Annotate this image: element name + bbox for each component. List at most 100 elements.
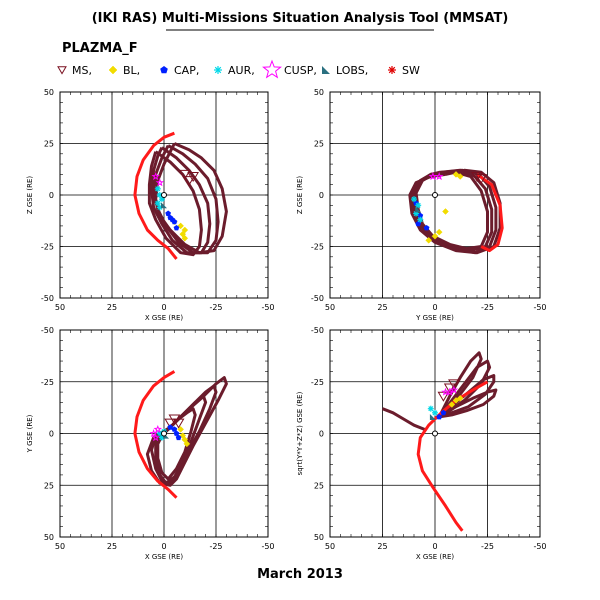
x-tick-label: 0	[432, 542, 437, 551]
y-tick-label: 25	[44, 481, 54, 490]
y-tick-label: 25	[314, 481, 324, 490]
x-tick-label: 0	[432, 303, 437, 312]
legend-label-ms: MS,	[72, 64, 92, 77]
legend-sw-icon	[388, 66, 396, 74]
x-tick-label: 50	[325, 303, 335, 312]
region-ms-icon	[183, 176, 195, 187]
earth-marker	[161, 430, 167, 437]
orbit-path	[412, 168, 494, 253]
region-cusp-icon	[155, 178, 165, 187]
legend-cap-icon	[160, 66, 168, 74]
y-tick-label: -25	[311, 243, 324, 252]
x-axis-label: X GSE (RE)	[416, 553, 455, 561]
x-tick-label: -50	[261, 303, 274, 312]
region-cap-icon	[169, 216, 176, 223]
y-tick-label: -25	[311, 378, 324, 387]
x-rho-plot: 50 25 0 -25 -50 -50 -25 0 25 50 X GSE (RE) sqrt(Y*Y…	[296, 326, 547, 561]
legend-label-cusp: CUSP,	[284, 64, 317, 77]
legend-label-cap: CAP,	[174, 64, 199, 77]
region-cap-icon	[423, 225, 430, 231]
legend-label-aur: AUR,	[228, 64, 255, 77]
region-cap-icon	[436, 413, 443, 420]
region-cusp-icon	[434, 172, 444, 181]
region-cusp-icon	[149, 428, 158, 438]
region-cusp-icon	[445, 387, 454, 396]
y-tick-label: 25	[44, 140, 54, 149]
plot-data	[133, 131, 228, 260]
region-bl-icon	[448, 401, 456, 408]
region-bl-icon	[456, 394, 464, 402]
y-tick-label: 0	[319, 430, 324, 439]
legend-label-sw: SW	[402, 64, 420, 77]
x-tick-label: -25	[481, 542, 494, 551]
legend-label-bl: BL,	[123, 64, 140, 77]
region-ms-icon	[172, 418, 185, 429]
y-tick-label: -50	[41, 326, 54, 335]
x-tick-label: 50	[55, 303, 65, 312]
x-tick-label: -25	[209, 303, 222, 312]
legend-cusp-icon	[262, 59, 282, 79]
y-axis-label: Z GSE (RE)	[296, 176, 304, 215]
region-cap-icon	[173, 225, 180, 231]
region-lobs-icon	[429, 413, 436, 420]
orbit-path	[381, 407, 426, 431]
region-ms-icon	[178, 169, 191, 180]
region-aur-icon	[411, 196, 417, 203]
region-cap-icon	[415, 220, 422, 227]
x-tick-label: 50	[55, 542, 65, 551]
y-axis-label: sqrt(Y*Y+Z*Z) GSE (RE)	[296, 391, 304, 475]
y-tick-label: 0	[49, 430, 54, 439]
orbit-path	[154, 394, 208, 485]
region-aur-icon	[415, 202, 422, 209]
region-bl-icon	[431, 232, 439, 240]
legend-bl-icon	[108, 65, 118, 75]
region-bl-icon	[177, 426, 184, 433]
region-lobs-icon	[161, 202, 167, 209]
magnetopause-boundary	[133, 131, 178, 260]
y-axis-label: Y GSE (RE)	[26, 414, 34, 453]
x-tick-label: 25	[377, 542, 387, 551]
region-cap-icon	[440, 409, 447, 416]
region-aur-icon	[154, 185, 161, 192]
orbit-path	[156, 407, 197, 481]
region-bl-icon	[425, 236, 433, 244]
plot-data	[133, 370, 228, 499]
x-axis-label: X GSE (RE)	[145, 314, 184, 322]
page-title: (IKI RAS) Multi-Missions Situation Analy…	[92, 11, 509, 26]
y-tick-label: 50	[44, 533, 54, 542]
region-cusp-icon	[153, 425, 162, 433]
region-cap-icon	[171, 426, 178, 432]
x-tick-label: -25	[481, 303, 494, 312]
x-tick-label: 0	[161, 542, 166, 551]
region-cap-icon	[165, 210, 171, 216]
x-tick-label: -50	[533, 542, 546, 551]
y-tick-label: -25	[41, 243, 54, 252]
region-ms-icon	[164, 418, 177, 429]
x-tick-label: 0	[161, 303, 166, 312]
magnetopause-boundary	[133, 370, 178, 499]
y-tick-label: 50	[314, 88, 324, 97]
legend-label-lobs: LOBS,	[336, 64, 368, 77]
legend-lobs-icon	[322, 66, 330, 74]
region-bl-icon	[452, 171, 460, 178]
region-cusp-icon	[449, 385, 459, 394]
xy-plot: 50 25 0 -25 -50 -50 -25 0 25 50 X GSE (RE) Y GSE (R…	[26, 326, 275, 561]
y-tick-label: 25	[314, 140, 324, 149]
region-ms-icon	[443, 383, 456, 394]
region-ms-icon	[448, 379, 460, 390]
region-ms-icon	[471, 171, 483, 182]
y-tick-label: 50	[44, 88, 54, 97]
earth-marker	[432, 192, 438, 198]
x-tick-label: 50	[325, 542, 335, 551]
orbit-path	[438, 388, 498, 419]
earth-marker	[161, 192, 167, 198]
y-tick-label: 0	[49, 191, 54, 200]
x-tick-label: -50	[533, 303, 546, 312]
y-tick-label: 0	[319, 191, 324, 200]
region-bl-icon	[181, 234, 189, 242]
region-bl-icon	[442, 208, 449, 215]
region-bl-icon	[435, 228, 443, 236]
